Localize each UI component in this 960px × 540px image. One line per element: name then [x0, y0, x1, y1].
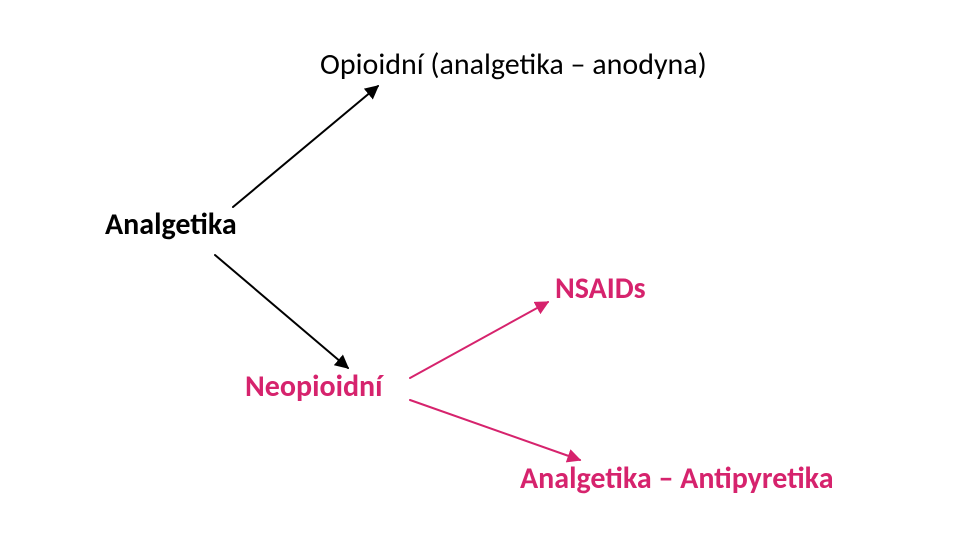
- edge-analgetika-to-opioidni: [233, 86, 378, 207]
- diagram-canvas: Analgetika Opioidní (analgetika – anodyn…: [0, 0, 960, 540]
- node-nsaids: NSAIDs: [555, 272, 646, 305]
- node-analgetika: Analgetika: [105, 208, 237, 241]
- node-neopioidni: Neopioidní: [245, 370, 383, 403]
- node-opioidni: Opioidní (analgetika – anodyna): [320, 48, 707, 81]
- edge-neopioidni-to-nsaids: [410, 302, 548, 378]
- edge-neopioidni-to-antipyretika: [410, 400, 580, 460]
- edge-analgetika-to-neopioidni: [215, 255, 348, 368]
- node-antipyretika: Analgetika – Antipyretika: [520, 462, 834, 495]
